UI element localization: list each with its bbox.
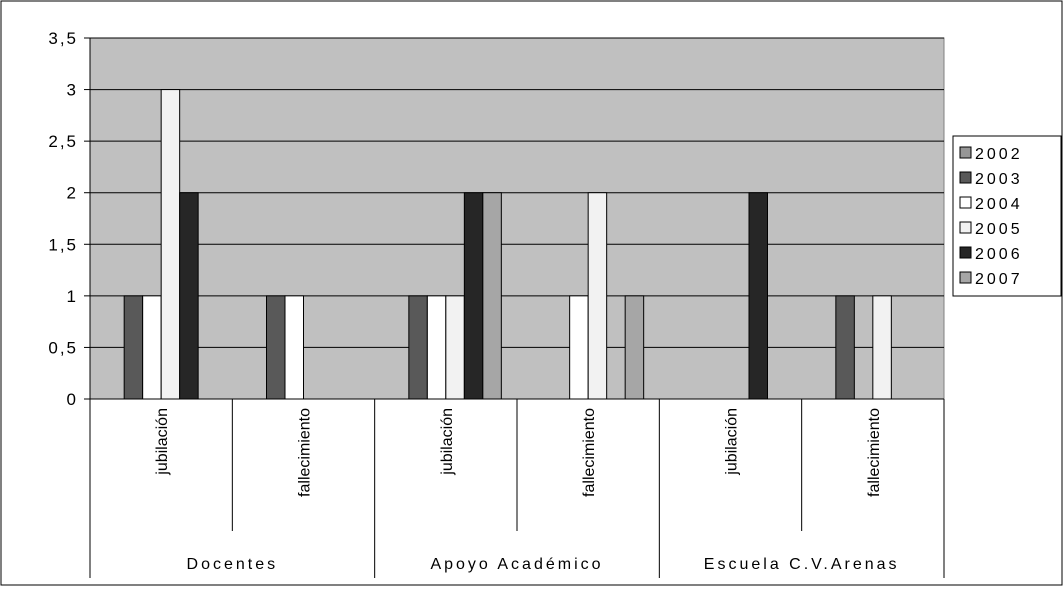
bar-2006-jubilación bbox=[748, 192, 768, 400]
bar-2003-fallecimiento bbox=[835, 295, 855, 400]
bar-2005-fallecimiento bbox=[872, 295, 892, 400]
group-label: Apoyo Académico bbox=[430, 556, 603, 573]
y-tick-label: 3,5 bbox=[48, 29, 78, 48]
y-tick-label: 1,5 bbox=[48, 235, 78, 254]
category-label: fallecimiento bbox=[866, 408, 883, 497]
bar-2005-jubilación bbox=[160, 89, 181, 400]
category-label: jubilación bbox=[439, 408, 456, 476]
y-tick-label: 1 bbox=[67, 287, 78, 306]
legend-swatch-2007 bbox=[959, 271, 972, 284]
bar-2005-fallecimiento bbox=[587, 192, 608, 400]
bar-2004-fallecimiento bbox=[284, 295, 304, 400]
bar-2007-jubilación bbox=[482, 192, 502, 400]
bar-2007-fallecimiento bbox=[624, 295, 645, 400]
legend-swatch-2005 bbox=[959, 221, 972, 234]
y-tick-label: 2 bbox=[67, 184, 78, 203]
bar-2005-jubilación bbox=[445, 295, 465, 400]
legend-label: 2003 bbox=[975, 171, 1023, 188]
legend-label: 2005 bbox=[975, 221, 1023, 238]
category-label: fallecimiento bbox=[297, 408, 314, 497]
plot-area bbox=[89, 37, 945, 400]
group-label: Docentes bbox=[187, 556, 279, 573]
y-tick-label: 2,5 bbox=[48, 132, 78, 151]
category-label: jubilación bbox=[724, 408, 741, 476]
bar-2003-jubilación bbox=[408, 295, 428, 400]
legend-label: 2004 bbox=[975, 196, 1023, 213]
bar-2004-fallecimiento bbox=[569, 295, 589, 400]
bar-2006-jubilación bbox=[463, 192, 484, 400]
y-tick-label: 0,5 bbox=[48, 338, 78, 357]
legend bbox=[952, 135, 1062, 297]
legend-label: 2007 bbox=[975, 271, 1023, 288]
group-label: Escuela C.V.Arenas bbox=[704, 556, 900, 573]
y-tick-label: 3 bbox=[67, 81, 78, 100]
bar-2004-jubilación bbox=[142, 295, 162, 400]
category-label: fallecimiento bbox=[581, 408, 598, 497]
category-label: jubilación bbox=[154, 408, 171, 476]
bar-2003-jubilación bbox=[123, 295, 144, 400]
legend-label: 2002 bbox=[975, 146, 1023, 163]
legend-swatch-2002 bbox=[959, 146, 972, 159]
bar-2006-jubilación bbox=[179, 192, 199, 400]
y-tick-label: 0 bbox=[67, 390, 78, 409]
legend-swatch-2004 bbox=[959, 196, 972, 209]
bar-2004-jubilación bbox=[426, 295, 447, 400]
bar-2003-fallecimiento bbox=[266, 295, 286, 400]
legend-label: 2006 bbox=[975, 246, 1023, 263]
legend-swatch-2006 bbox=[959, 246, 972, 259]
legend-swatch-2003 bbox=[959, 171, 972, 184]
